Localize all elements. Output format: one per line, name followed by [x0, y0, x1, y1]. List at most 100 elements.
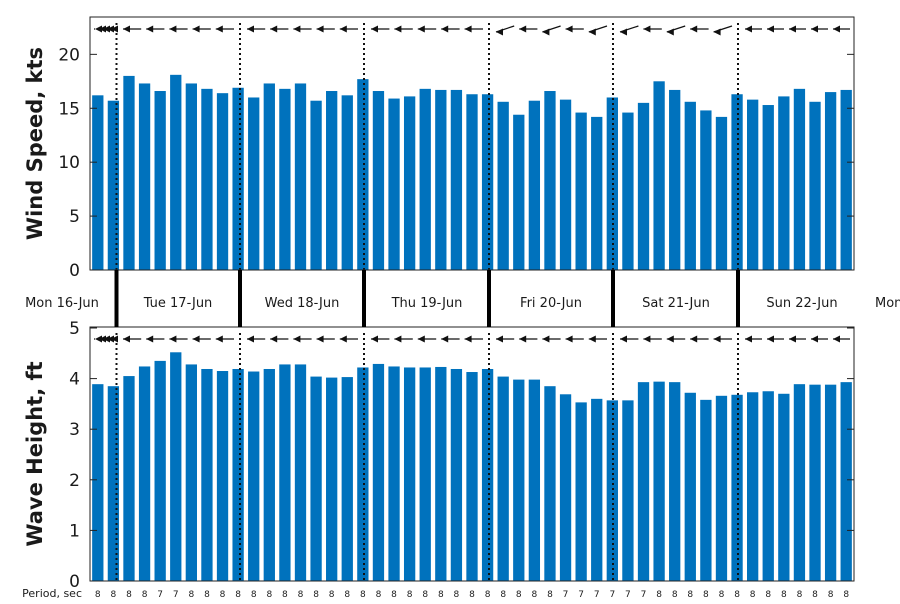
period-value: 8: [376, 590, 382, 600]
direction-arrow: [247, 335, 266, 343]
direction-arrow-head: [123, 25, 130, 33]
period-value: 7: [594, 590, 600, 600]
wave-height-bar: [450, 368, 463, 581]
wave-height-bar: [279, 364, 291, 581]
wind-speed-bar: [185, 83, 197, 271]
period-value: 8: [687, 590, 693, 600]
wind-speed-bar: [279, 88, 291, 270]
direction-arrow: [293, 335, 312, 343]
direction-arrow-head: [169, 25, 177, 33]
direction-arrow-head: [111, 25, 118, 33]
period-value: 8: [313, 590, 319, 600]
direction-arrow: [833, 25, 850, 33]
direction-arrow-head: [542, 335, 550, 343]
direction-arrow: [371, 25, 390, 33]
period-value: 8: [703, 590, 709, 600]
wave-height-bar: [357, 367, 369, 581]
direction-arrow: [620, 335, 639, 343]
direction-arrow-head: [713, 335, 721, 343]
wave-height-bar: [793, 384, 806, 581]
direction-arrow-head: [270, 25, 278, 33]
period-label: Period, sec: [22, 587, 82, 600]
y-tick-label: 15: [58, 99, 80, 119]
wave-height-bar: [232, 368, 244, 581]
direction-arrow: [666, 335, 686, 343]
period-value: 8: [360, 590, 366, 600]
wave-height-bar: [466, 372, 478, 581]
period-value: 8: [547, 590, 553, 600]
direction-arrow: [767, 335, 784, 343]
direction-arrow: [123, 335, 142, 343]
wind-speed-bar: [123, 75, 135, 270]
period-value: 8: [298, 590, 304, 600]
direction-arrow: [745, 25, 762, 33]
direction-arrow: [293, 25, 312, 33]
direction-arrow-head: [371, 335, 378, 343]
wind-speed-bar: [372, 91, 385, 270]
direction-arrow-head: [215, 25, 223, 33]
direction-arrow-head: [417, 335, 425, 343]
wave-height-bar: [497, 376, 509, 581]
wind-speed-bar: [232, 87, 244, 271]
day-label: Sat 21-Jun: [642, 296, 710, 311]
y-tick-label: 5: [69, 319, 80, 339]
period-value: 7: [563, 590, 569, 600]
wind-speed-bar: [154, 91, 166, 270]
day-label: Mon: [875, 296, 900, 311]
direction-arrow: [542, 335, 561, 343]
wind-speed-bar: [513, 114, 525, 270]
direction-arrow-head: [293, 25, 301, 33]
period-value: 8: [220, 590, 226, 600]
y-tick-label: 20: [58, 45, 80, 65]
direction-arrow: [619, 25, 639, 36]
direction-arrow-head: [588, 335, 596, 343]
direction-arrow: [417, 335, 437, 343]
direction-arrow: [588, 25, 608, 36]
period-value: 8: [750, 590, 756, 600]
direction-arrow: [270, 25, 289, 33]
direction-arrow: [394, 25, 413, 33]
wave-height-bar: [747, 392, 759, 581]
direction-arrow: [713, 335, 732, 343]
wave-height-bar: [185, 364, 197, 581]
direction-arrow: [496, 335, 515, 343]
wave-height-bar: [606, 400, 618, 581]
direction-arrow-head: [496, 335, 503, 343]
wind-speed-bar: [809, 101, 821, 270]
direction-arrow-head: [316, 25, 324, 33]
wave-height-bar: [170, 352, 182, 581]
wave-height-bar: [513, 379, 525, 581]
wave-height-bar: [294, 364, 307, 581]
wave-height-y-label: Wave Height, ft: [23, 361, 47, 546]
direction-arrow-head: [215, 335, 223, 343]
wind-speed-bar: [591, 116, 603, 270]
period-value: 7: [157, 590, 163, 600]
wind-speed-bar: [466, 94, 478, 271]
wave-height-bar: [326, 377, 338, 581]
direction-arrow-head: [620, 28, 627, 36]
direction-arrow-head: [565, 25, 573, 33]
wave-height-bar: [778, 393, 790, 581]
wind-speed-bar: [793, 88, 806, 270]
wave-height-bar: [248, 371, 260, 581]
direction-arrow-head: [666, 28, 674, 36]
wind-speed-bar: [435, 89, 447, 271]
period-value: 8: [719, 590, 725, 600]
direction-arrow: [519, 25, 538, 33]
wave-height-bar: [637, 382, 650, 581]
wave-height-bar: [154, 360, 166, 581]
wave-height-bar: [669, 382, 681, 581]
period-value: 8: [734, 590, 740, 600]
direction-arrow: [767, 25, 784, 33]
period-value: 8: [266, 590, 272, 600]
direction-arrow-head: [519, 25, 527, 33]
direction-arrow: [643, 25, 662, 33]
direction-arrow-head: [247, 25, 254, 33]
direction-arrow-head: [293, 335, 301, 343]
wind-speed-bar: [419, 88, 431, 270]
period-value: 8: [500, 590, 506, 600]
y-tick-label: 2: [69, 471, 80, 491]
period-value: 8: [438, 590, 444, 600]
